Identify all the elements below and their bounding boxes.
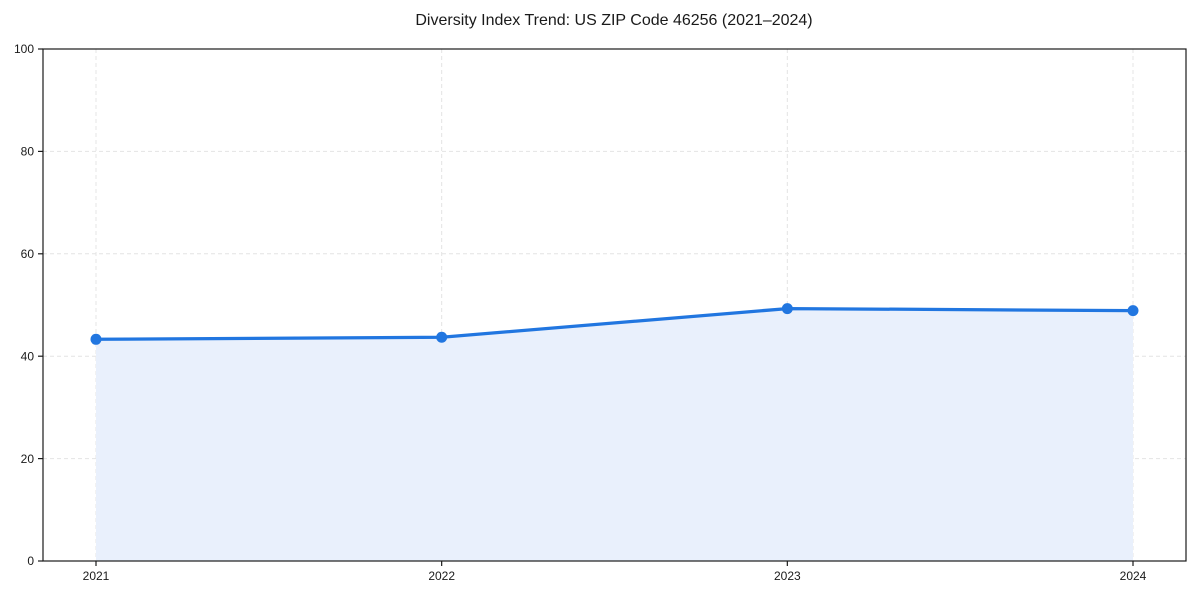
area-fill [96,308,1133,561]
x-tick-label-2022: 2022 [428,569,455,583]
chart-title: Diversity Index Trend: US ZIP Code 46256… [415,12,813,29]
trend-line [94,306,1135,341]
y-tick-label-40: 40 [21,349,35,363]
y-tick-label-20: 20 [21,452,35,466]
data-point-2022 [436,331,448,343]
y-tick-label-100: 100 [14,42,34,56]
y-tick-label-60: 60 [21,247,35,261]
data-point-2023 [781,303,793,315]
data-point-2024 [1127,305,1139,317]
y-tick-label-80: 80 [21,145,35,159]
data-point-2021 [90,333,102,345]
y-tick-label-0: 0 [27,554,34,568]
x-tick-label-2023: 2023 [774,569,801,583]
x-tick-label-2024: 2024 [1120,569,1147,583]
x-tick-label-2021: 2021 [83,569,110,583]
plot-border [42,48,1187,562]
